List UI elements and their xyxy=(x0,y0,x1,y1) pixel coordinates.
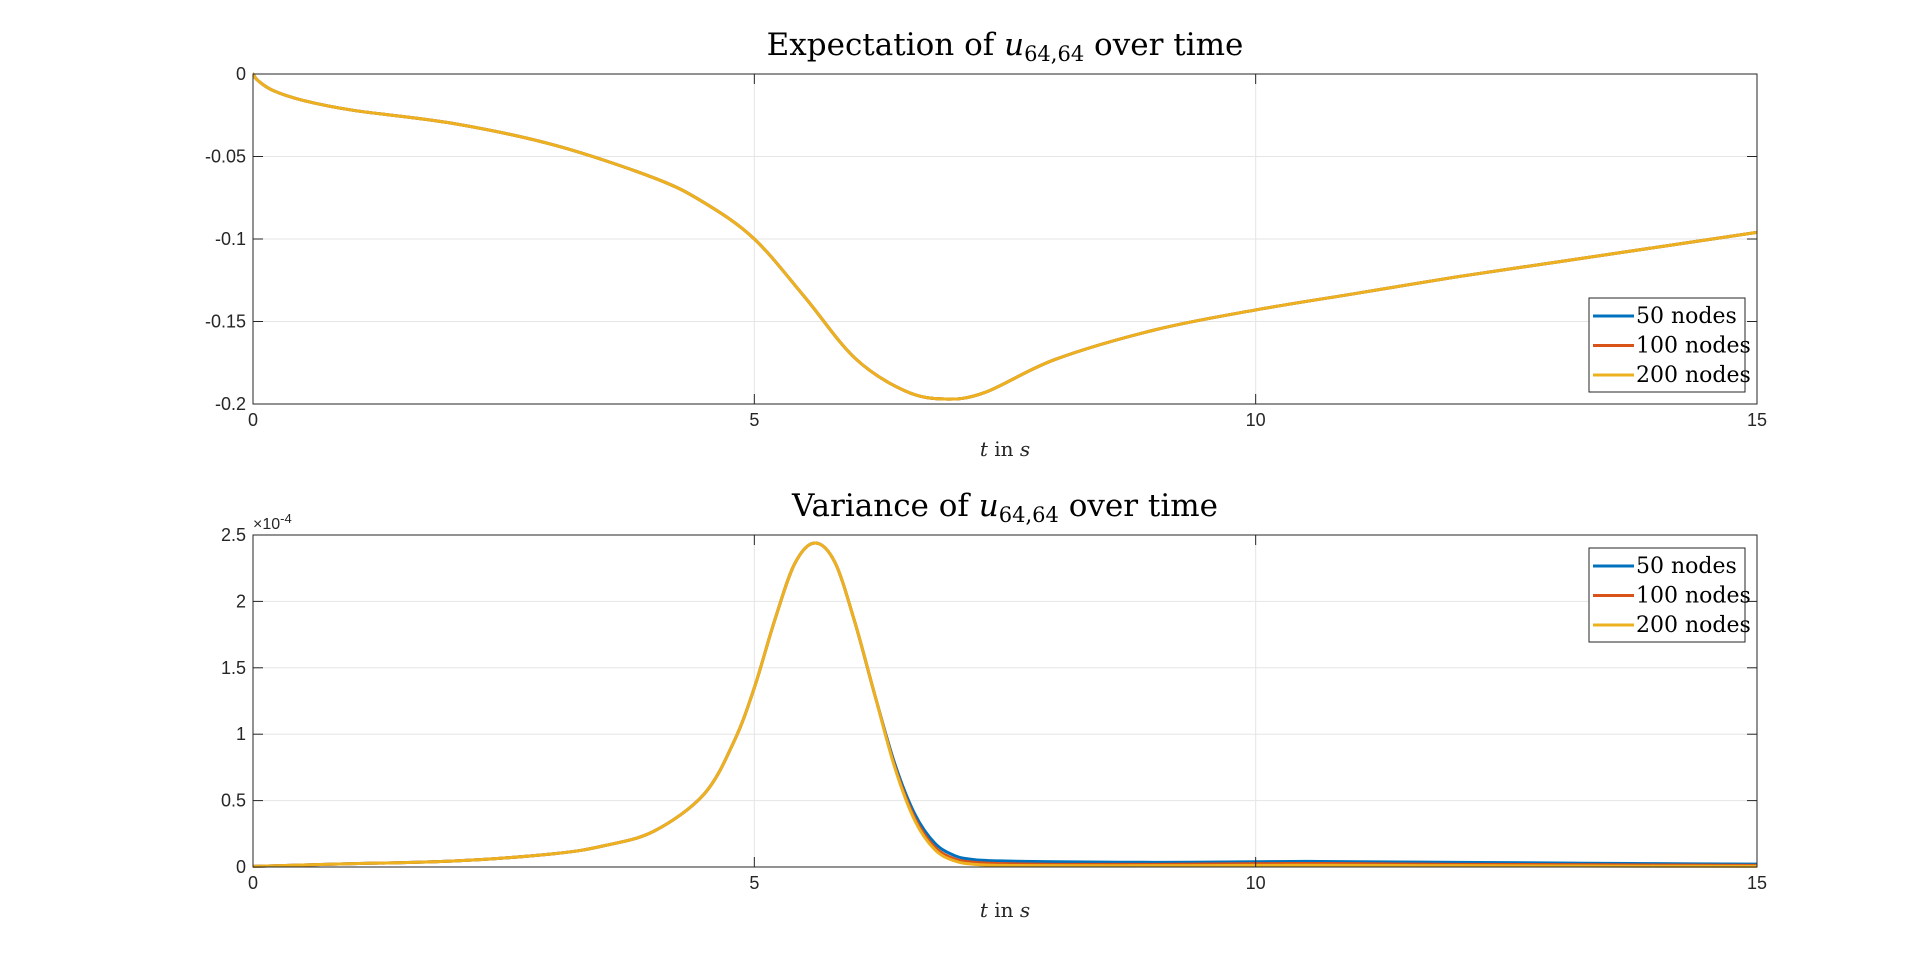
x-axis-label-s: s xyxy=(1020,437,1030,461)
y-exponent-base: ×10 xyxy=(253,516,280,533)
y-exponent-power: -4 xyxy=(280,511,292,526)
series-group xyxy=(253,541,1757,868)
title-prefix: Expectation of xyxy=(767,27,1004,63)
variance-chart: 0 5 10 15 0 0.5 1 1.5 2 2.5 ×10-4 Variance of u64,6… xyxy=(221,488,1767,922)
legend-entry-3: 200 nodes xyxy=(1636,613,1751,638)
title-suffix: over time xyxy=(1059,488,1218,524)
legend-entry-2: 100 nodes xyxy=(1636,334,1751,359)
y-tick-label: -0.05 xyxy=(205,147,246,167)
y-tick-label: -0.1 xyxy=(215,229,246,249)
y-tick-label: 0.5 xyxy=(221,791,246,811)
x-tick-label: 15 xyxy=(1747,410,1767,430)
x-tick-label: 0 xyxy=(248,410,258,430)
legend-entry-1: 50 nodes xyxy=(1636,304,1737,329)
y-tick-label: 2.5 xyxy=(221,525,246,545)
series-line-3 xyxy=(253,72,1757,401)
legend: 50 nodes 100 nodes 200 nodes xyxy=(1588,547,1751,643)
x-axis-label: t in s xyxy=(980,437,1030,461)
title-prefix: Variance of xyxy=(791,488,979,524)
y-tick-label: 1 xyxy=(236,724,246,744)
y-tick-label: 2 xyxy=(236,591,246,611)
title-var: u xyxy=(1004,27,1024,63)
x-tick-label: 5 xyxy=(749,410,759,430)
title-suffix: over time xyxy=(1084,27,1243,63)
x-axis-label-s: s xyxy=(1020,898,1030,922)
y-tick-label: 0 xyxy=(236,64,246,84)
plot-area xyxy=(253,535,1757,867)
title-subscript: 64,64 xyxy=(1024,42,1084,66)
title-subscript: 64,64 xyxy=(999,503,1059,527)
legend-entry-2: 100 nodes xyxy=(1636,584,1751,609)
chart-title: Expectation of u64,64 over time xyxy=(767,27,1244,66)
x-tick-label: 0 xyxy=(248,873,258,893)
axes-box xyxy=(252,534,1758,868)
x-tick-label: 5 xyxy=(749,873,759,893)
x-axis-label-t: t xyxy=(980,898,989,922)
title-var: u xyxy=(979,488,999,524)
series-group xyxy=(253,72,1757,401)
y-tick-label: 0 xyxy=(236,857,246,877)
y-exponent-label: ×10-4 xyxy=(253,511,292,533)
x-tick-label: 15 xyxy=(1747,873,1767,893)
y-tick-label: -0.15 xyxy=(205,312,246,332)
chart-title: Variance of u64,64 over time xyxy=(791,488,1218,527)
x-tick-label: 10 xyxy=(1246,873,1266,893)
x-axis-label-in: in xyxy=(988,898,1020,922)
legend: 50 nodes 100 nodes 200 nodes xyxy=(1588,297,1751,393)
y-tick-label: 1.5 xyxy=(221,658,246,678)
x-axis-label-t: t xyxy=(980,437,989,461)
x-axis-label: t in s xyxy=(980,898,1030,922)
legend-entry-1: 50 nodes xyxy=(1636,554,1737,579)
x-tick-label: 10 xyxy=(1246,410,1266,430)
legend-entry-3: 200 nodes xyxy=(1636,363,1751,388)
series-line-3 xyxy=(253,541,1757,868)
x-axis-label-in: in xyxy=(988,437,1020,461)
y-tick-label: -0.2 xyxy=(215,394,246,414)
expectation-chart: 0 5 10 15 0 -0.05 -0.1 -0.15 -0.2 Expectation of … xyxy=(205,27,1767,461)
